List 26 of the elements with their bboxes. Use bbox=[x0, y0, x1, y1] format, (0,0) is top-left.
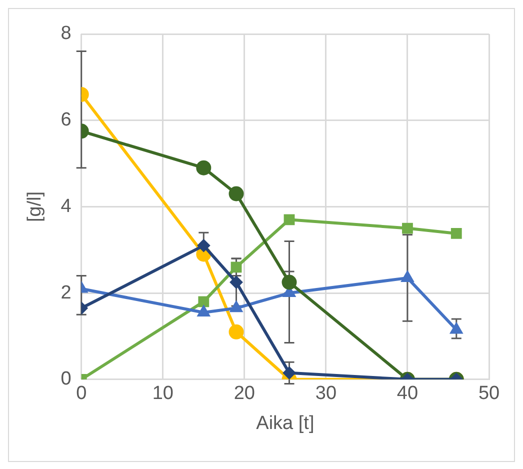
y-tick-label: 2 bbox=[60, 282, 72, 304]
x-axis-title: Aika [t] bbox=[256, 412, 314, 434]
point bbox=[450, 322, 463, 334]
x-tick-label: 30 bbox=[315, 383, 337, 404]
x-tick-label: 50 bbox=[478, 383, 500, 404]
point bbox=[230, 300, 243, 312]
y-tick-label: 0 bbox=[60, 368, 72, 390]
point bbox=[197, 304, 210, 316]
point bbox=[230, 262, 242, 273]
x-tick-label: 0 bbox=[76, 383, 87, 404]
x-tick-label: 20 bbox=[234, 383, 255, 404]
point bbox=[196, 160, 212, 176]
point bbox=[450, 228, 462, 239]
point bbox=[400, 270, 414, 282]
point bbox=[402, 222, 413, 234]
point bbox=[197, 239, 210, 252]
x-tick-label: 40 bbox=[396, 383, 418, 404]
y-tick-label: 8 bbox=[60, 23, 72, 44]
y-axis-title: [g/l] bbox=[24, 191, 46, 222]
point bbox=[282, 274, 297, 290]
y-tick-label: 6 bbox=[60, 110, 72, 131]
point bbox=[228, 186, 244, 202]
point bbox=[284, 214, 295, 226]
x-tick-label: 10 bbox=[152, 383, 174, 404]
point bbox=[230, 276, 243, 289]
y-tick-label: 4 bbox=[60, 196, 72, 217]
